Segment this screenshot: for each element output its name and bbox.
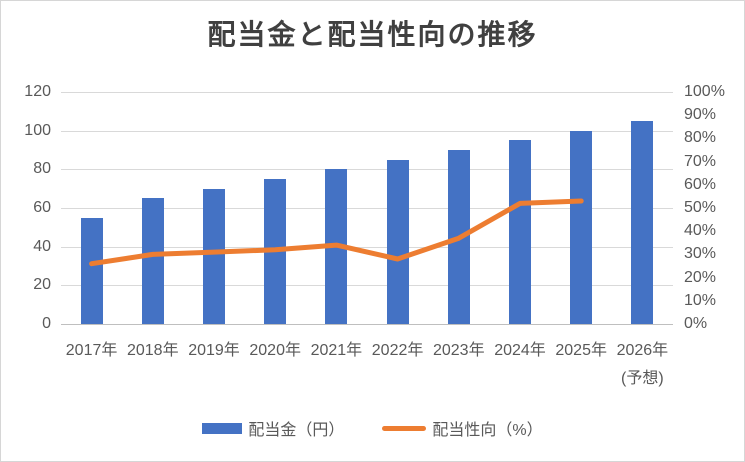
bar	[80, 217, 103, 324]
x-axis-label: 2019年	[188, 342, 240, 359]
y-axis-tick-right: 40%	[684, 222, 717, 240]
x-axis-label: 2024年	[494, 342, 546, 359]
legend-label: 配当性向（%）	[432, 422, 543, 439]
chart-title: 配当金と配当性向の推移	[207, 19, 538, 50]
bar	[325, 169, 348, 324]
y-axis-tick-right: 30%	[684, 245, 717, 263]
y-axis-tick-left: 20	[33, 276, 51, 294]
y-axis-tick-right: 100%	[684, 83, 725, 100]
bar	[570, 130, 593, 324]
legend-item-payout-ratio: 配当性向（%）	[382, 416, 543, 440]
y-axis-tick-right: 70%	[684, 152, 717, 170]
x-axis-label: 2020年	[249, 342, 301, 359]
x-axis-line	[61, 324, 673, 325]
y-axis-tick-right: 80%	[684, 129, 717, 147]
bar	[447, 150, 470, 324]
x-axis-label: 2026年	[616, 342, 669, 359]
y-axis-tick-right: 50%	[684, 199, 717, 216]
legend-bar-swatch-icon	[202, 422, 243, 434]
x-axis-label: 2021年	[310, 342, 363, 359]
y-axis-tick-right: 10%	[684, 291, 717, 309]
gridline	[61, 285, 673, 287]
y-axis-tick-left: 120	[24, 83, 51, 100]
gridline	[61, 169, 673, 171]
bar	[386, 159, 409, 324]
y-axis-tick-right: 60%	[684, 175, 717, 193]
x-axis-label: 2023年	[432, 342, 485, 359]
y-axis-tick-right: 0%	[684, 315, 708, 332]
x-axis-note: (予想)	[621, 370, 664, 387]
bar	[631, 121, 654, 324]
y-axis-tick-left: 0	[42, 315, 51, 332]
x-axis-label: 2017年	[65, 342, 118, 359]
x-axis-label: 2025年	[555, 342, 607, 359]
y-axis-tick-left: 60	[33, 199, 51, 216]
bar	[264, 179, 287, 324]
legend-label: 配当金（円）	[248, 422, 345, 439]
gridline	[61, 92, 673, 93]
bar	[141, 198, 164, 324]
legend: 配当金（円） 配当性向（%）	[1, 416, 744, 440]
x-axis-label: 2022年	[371, 342, 424, 359]
gridline	[61, 130, 673, 132]
y-axis-tick-right: 90%	[684, 106, 717, 124]
y-axis-tick-left: 40	[33, 237, 51, 255]
y-axis-tick-left: 100	[24, 121, 51, 139]
bar	[509, 140, 531, 324]
y-axis-tick-right: 20%	[684, 268, 717, 286]
y-axis-tick-left: 80	[33, 160, 51, 178]
legend-line-swatch-icon	[382, 425, 427, 431]
bar	[203, 188, 225, 324]
legend-item-dividend: 配当金（円）	[202, 416, 344, 440]
x-axis-label: 2018年	[126, 342, 179, 359]
